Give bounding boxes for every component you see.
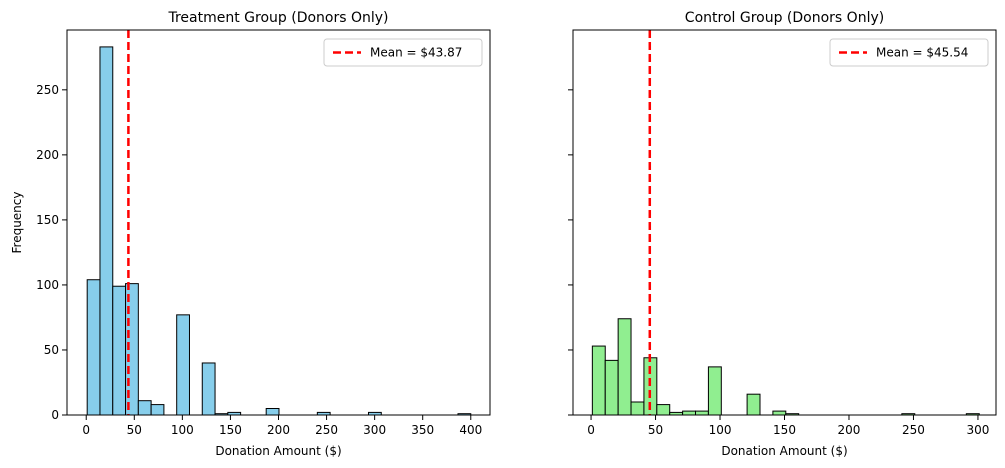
x-tick-label: 250: [315, 423, 338, 437]
y-tick-label: 200: [36, 148, 59, 162]
y-tick-label: 150: [36, 213, 59, 227]
axes-frame: [572, 29, 997, 416]
x-tick-label: 200: [267, 423, 290, 437]
bar: [656, 404, 671, 416]
x-tick-label: 100: [709, 423, 732, 437]
x-tick-label: 50: [648, 423, 663, 437]
y-axis-label: Frequency: [10, 192, 24, 254]
bar: [137, 400, 152, 416]
legend-label: Mean = $45.54: [876, 46, 968, 60]
x-tick-label: 400: [459, 423, 482, 437]
bar: [604, 359, 619, 416]
x-tick-label: 300: [363, 423, 386, 437]
legend-box: [829, 38, 989, 67]
x-axis-label: Donation Amount ($): [215, 444, 341, 458]
bar: [176, 314, 190, 416]
x-tick-label: 50: [127, 423, 142, 437]
y-tick-label: 50: [44, 343, 59, 357]
x-tick-label: 150: [219, 423, 242, 437]
legend-label: Mean = $43.87: [370, 46, 462, 60]
x-axis-label: Donation Amount ($): [721, 444, 847, 458]
x-tick-label: 0: [587, 423, 595, 437]
bar: [746, 393, 761, 416]
bar: [695, 410, 709, 416]
bar: [630, 401, 645, 416]
x-tick-label: 0: [82, 423, 90, 437]
chart-title: Treatment Group (Donors Only): [167, 10, 388, 26]
bar: [112, 285, 127, 416]
x-tick-label: 350: [411, 423, 434, 437]
y-tick-label: 0: [51, 408, 59, 422]
bar: [591, 345, 606, 416]
x-tick-label: 150: [773, 423, 796, 437]
x-tick-label: 200: [838, 423, 861, 437]
bar: [617, 318, 632, 416]
bar: [150, 404, 165, 416]
y-tick-label: 100: [36, 278, 59, 292]
legend-box: [323, 38, 483, 67]
bar: [772, 410, 787, 416]
bar: [201, 362, 216, 416]
bar: [86, 279, 101, 416]
chart-title: Control Group (Donors Only): [685, 10, 884, 26]
bar: [99, 46, 114, 416]
x-tick-label: 100: [171, 423, 194, 437]
y-tick-label: 250: [36, 83, 59, 97]
bar: [265, 407, 280, 416]
bar: [682, 410, 697, 416]
treatment-histogram-panel: 0 50 100 150 200 250 300 350 400 0 50 100 150 200 250 T…: [10, 10, 491, 458]
bar: [707, 366, 722, 416]
control-histogram-panel: 0 50 100 150 200 250 300 Control Group (Donors …: [568, 10, 997, 458]
x-tick-label: 250: [902, 423, 925, 437]
x-tick-label: 300: [966, 423, 989, 437]
